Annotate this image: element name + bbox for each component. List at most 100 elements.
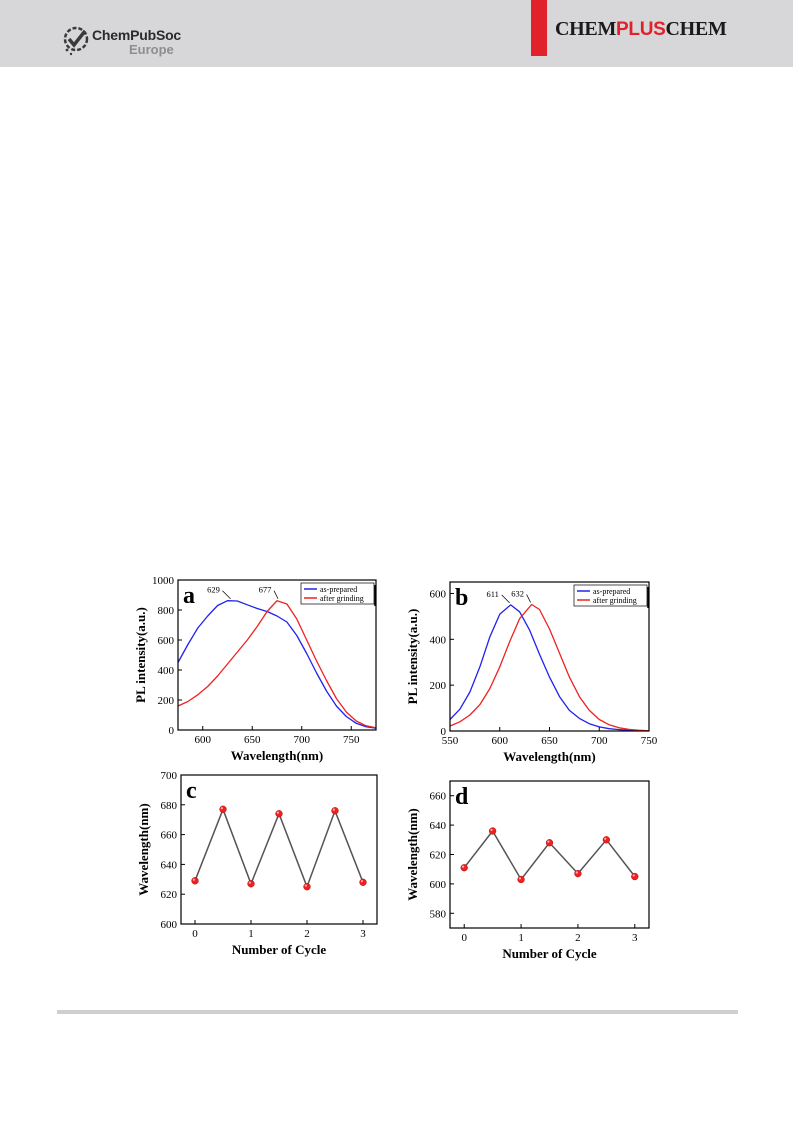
panel-d-point-3-highlight (518, 877, 522, 880)
panel-d-xtick-label-4: 3 (632, 932, 638, 944)
panel-a-annotation-2: 677 (259, 585, 272, 595)
panel-c-point-7 (359, 878, 367, 886)
panel-d-ytick-label-3: 620 (430, 850, 447, 862)
panel-a-annotation-arrow-2 (273, 590, 279, 599)
panel-d-point-1 (460, 864, 468, 872)
panel-b-annotation-1: 611 (486, 589, 498, 599)
panel-d-point-6 (602, 836, 611, 844)
panel-b-annotation-arrow-1 (501, 594, 510, 604)
panel-b-legend-box (573, 584, 648, 607)
panel-a-xtick-label-1: 600 (195, 734, 212, 746)
panel-a-xtick-label-3: 700 (294, 734, 311, 746)
panel-b-xtick-label-3: 650 (541, 735, 558, 747)
panel-b-series-1-line (449, 604, 650, 732)
panel-c-point-6 (331, 807, 339, 815)
panel-c-letter: c (186, 778, 197, 804)
panel-d-ylabel: Wavelength(nm) (405, 808, 420, 900)
panel-c-point-3 (247, 880, 255, 888)
panel-a-frame (177, 579, 377, 731)
panel-d-ytick-label-4: 640 (430, 820, 447, 832)
panel-c-xlabel: Number of Cycle (232, 942, 327, 957)
panel-a-ytick-label-1: 0 (169, 725, 175, 737)
panel-a-series-1-line (177, 600, 377, 729)
panel-a-legend-label-2: after grinding (320, 594, 364, 603)
panel-c-ytick-label-6: 700 (161, 770, 178, 782)
panel-a-xtick-label-4: 750 (343, 734, 360, 746)
panel-d-point-5-highlight (575, 871, 578, 874)
panel-d: 0 1 2 3 580 600 620 640 660 Number of Cycle Wavele… (405, 780, 650, 961)
panel-d-point-1-highlight (462, 865, 465, 868)
panel-c-point-5 (303, 883, 311, 891)
panel-c-point-4-highlight (276, 811, 279, 814)
panel-d-point-7 (631, 872, 639, 881)
panel-a-ytick-label-5: 800 (158, 605, 175, 617)
panel-c-point-1-highlight (192, 878, 195, 881)
panel-d-xlabel: Number of Cycle (502, 946, 597, 961)
panel-b-ytick-label-1: 0 (441, 726, 447, 738)
panel-d-letter: d (455, 784, 469, 810)
panel-c-ytick-label-2: 620 (161, 889, 178, 901)
panel-c-xtick-label-2: 1 (248, 928, 254, 940)
panel-a-legend-label-1: as-prepared (320, 585, 357, 594)
panel-d-xtick-label-3: 2 (575, 932, 581, 944)
panel-a-xtick-label-2: 650 (244, 734, 261, 746)
panel-c-ytick-label-1: 600 (161, 919, 178, 931)
panel-b-ytick-label-2: 200 (430, 680, 447, 692)
panel-d-ytick-label-1: 580 (430, 908, 447, 920)
panel-d-ytick-label-5: 660 (430, 791, 447, 803)
journal-title: CHEMPLUSCHEM (555, 18, 727, 41)
panel-a-ytick-label-3: 400 (158, 665, 175, 677)
panel-d-point-5 (574, 869, 582, 878)
panel-c-point-2-highlight (220, 807, 223, 810)
journal-title-part1: CHEM (555, 18, 617, 40)
panel-c-point-6-highlight (332, 808, 335, 811)
journal-title-plus: PLUS (616, 19, 666, 40)
panel-b-legend-label-2: after grinding (593, 596, 637, 605)
panel-d-point-2 (488, 827, 497, 835)
panel-a-letter: a (183, 583, 195, 609)
chempubsoc-logo-icon (63, 26, 89, 56)
panel-b-xtick-label-1: 550 (442, 735, 459, 747)
panel-b-ytick-label-3: 400 (430, 634, 447, 646)
panel-c-point-7-highlight (360, 880, 363, 883)
panel-c-series-1-line (194, 808, 364, 888)
panel-a-ytick-label-6: 1000 (152, 575, 175, 587)
panel-d-xtick-label-2: 1 (518, 932, 524, 944)
panel-b-annotation-arrow-2 (526, 594, 531, 603)
panel-b-xtick-label-4: 700 (591, 735, 608, 747)
panel-a-annotation-arrow-1 (222, 590, 231, 599)
panel-b-ytick-label-4: 600 (430, 588, 447, 600)
panel-c-point-4 (275, 810, 283, 818)
panel-c: 0 1 2 3 600 620 640 660 680 700 Number of Cycle Wav… (136, 770, 378, 957)
panel-c-xtick-label-1: 0 (192, 928, 198, 940)
panel-c-xtick-label-4: 3 (360, 928, 366, 940)
journal-accent-bar (531, 0, 547, 56)
panel-a: 600 650 700 750 0 200 400 600 800 1000 Wavelength(… (133, 575, 377, 763)
panel-c-point-5-highlight (304, 884, 307, 887)
panel-d-point-4-highlight (547, 840, 550, 843)
panel-c-ytick-label-3: 640 (161, 859, 178, 871)
panel-d-point-4 (545, 839, 554, 847)
panel-b-letter: b (455, 585, 468, 611)
panel-b-ylabel: PL intensity(a.u.) (405, 609, 420, 705)
footer-rule (57, 1010, 738, 1014)
panel-b-xtick-label-5: 750 (641, 735, 658, 747)
panel-d-ytick-label-2: 600 (430, 879, 447, 891)
panel-c-ytick-label-5: 680 (161, 800, 178, 812)
panel-d-point-7-highlight (632, 874, 635, 877)
panel-c-xtick-label-3: 2 (304, 928, 310, 940)
panel-c-frame (180, 774, 378, 925)
panel-c-ytick-label-4: 660 (161, 830, 178, 842)
page-header: ChemPubSoc Europe CHEMPLUSCHEM (0, 0, 793, 67)
society-subtitle: Europe (129, 42, 174, 57)
panel-a-ytick-label-2: 200 (158, 695, 175, 707)
panel-c-point-1 (191, 877, 199, 885)
panel-a-ylabel: PL intensity(a.u.) (133, 607, 148, 703)
panel-b-series-2-line (449, 603, 650, 732)
panel-d-frame (449, 780, 650, 929)
panel-b-xtick-label-2: 600 (492, 735, 509, 747)
panel-d-point-3 (517, 875, 525, 884)
panel-b-legend-label-1: as-prepared (593, 587, 630, 596)
panel-d-xtick-label-1: 0 (461, 932, 467, 944)
